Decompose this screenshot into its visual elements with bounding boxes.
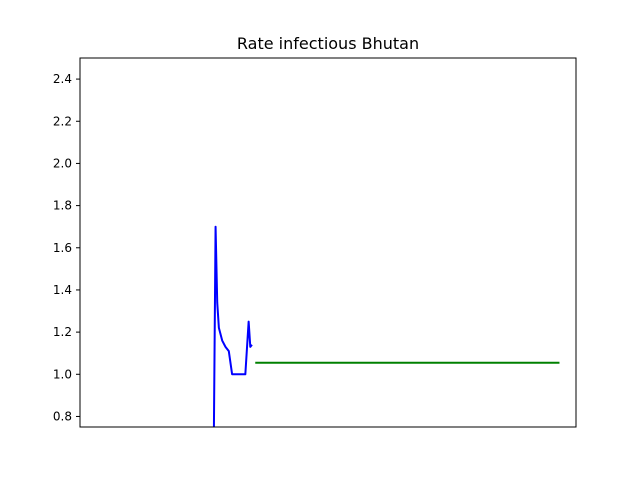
y-tick-label: 2.4 [53,72,72,86]
series-line-1 [212,225,253,427]
y-tick-label: 0.8 [53,409,72,423]
y-tick-label: 1.8 [53,199,72,213]
y-tick-label: 2.2 [53,114,72,128]
y-tick-label: 1.6 [53,241,72,255]
y-tick-label: 1.4 [53,283,72,297]
y-tick-label: 1.2 [53,325,72,339]
y-tick-label: 2.0 [53,156,72,170]
y-tick-label: 1.0 [53,367,72,381]
plot-frame [79,57,577,428]
series-layer [212,225,560,427]
y-axis: 0.8 1.0 1.2 1.4 1.6 1.8 2.0 2.2 2.4 [53,72,80,423]
chart-title: Rate infectious Bhutan [237,34,419,53]
